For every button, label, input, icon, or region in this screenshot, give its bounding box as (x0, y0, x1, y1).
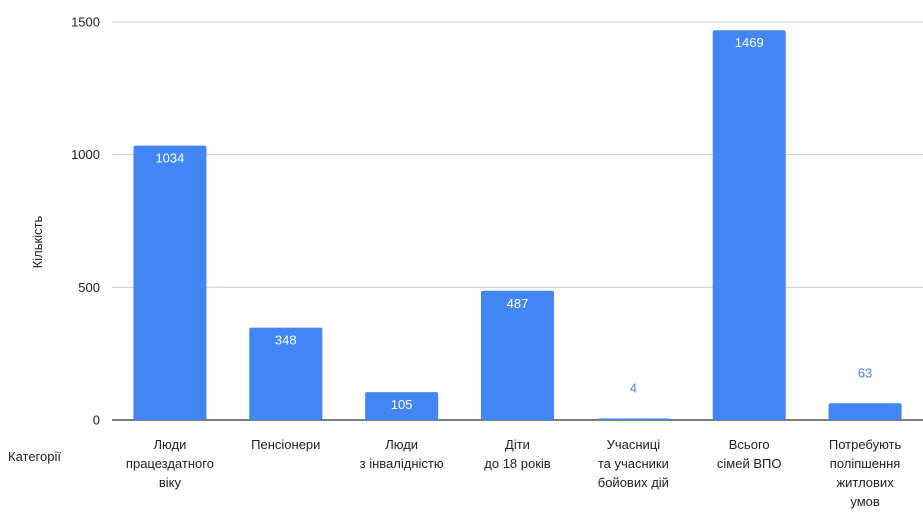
x-tick-label: Всього сімей ВПО (717, 437, 782, 471)
x-tick-label: Люди з інвалідністю (360, 437, 444, 471)
y-tick-label: 0 (93, 413, 100, 428)
bar (828, 403, 902, 420)
data-label: 487 (507, 296, 529, 311)
y-axis-title: Кількість (30, 215, 45, 268)
bars (133, 30, 902, 421)
x-axis-ticks: Люди працездатного віку Пенсіонери Люди з інв… (126, 437, 902, 509)
data-label: 105 (391, 397, 413, 412)
data-label: 63 (858, 365, 872, 380)
bar (596, 418, 670, 420)
bar (365, 392, 439, 420)
x-tick-label: Потребують поліпшення житлових умов (829, 437, 902, 509)
x-tick-label: Пенсіонери (251, 437, 320, 452)
x-tick-label: Учасниці та учасники бойових дій (598, 437, 669, 490)
y-axis-ticks: 0 500 1000 1500 (71, 15, 100, 428)
x-tick-label: Діти до 18 років (484, 437, 551, 471)
bar (249, 327, 323, 420)
data-label: 1034 (155, 151, 184, 166)
data-label: 1469 (735, 35, 764, 50)
x-axis-title: Категорії (8, 449, 61, 464)
bar (712, 30, 786, 420)
x-tick-label: Люди працездатного віку (126, 437, 214, 490)
y-tick-label: 1000 (71, 147, 100, 162)
data-labels: 1034 348 105 487 4 1469 63 (155, 35, 872, 412)
data-label: 4 (630, 381, 637, 396)
y-tick-label: 1500 (71, 15, 100, 30)
bar (481, 290, 554, 420)
data-label: 348 (275, 333, 297, 348)
y-tick-label: 500 (78, 280, 100, 295)
bar (133, 145, 207, 421)
